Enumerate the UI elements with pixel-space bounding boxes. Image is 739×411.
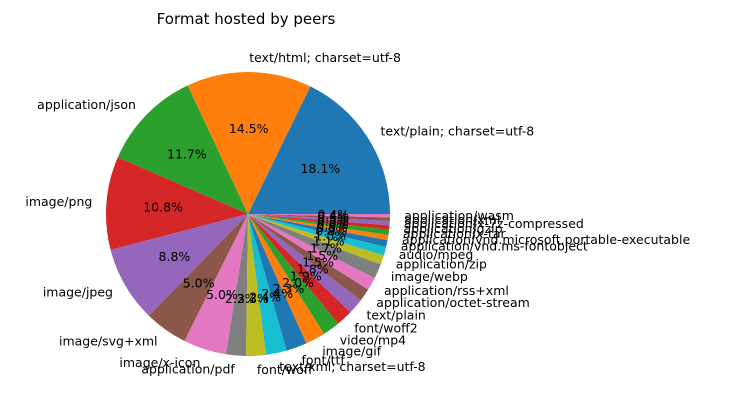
pie-slice bbox=[148, 214, 248, 341]
slice-percent-label: 0.6% bbox=[317, 217, 349, 232]
slice-percent-label: 1.1% bbox=[313, 234, 345, 249]
pie-slice bbox=[248, 214, 375, 290]
slice-label: application/xml bbox=[404, 212, 500, 227]
pie-slice bbox=[184, 214, 248, 355]
slice-percent-label: 0.5% bbox=[317, 212, 349, 227]
pie-slice bbox=[248, 214, 351, 324]
slice-label: application/octet-stream bbox=[376, 295, 530, 310]
slice-percent-label: 2.3% bbox=[237, 291, 269, 306]
slice-percent-label: 1.5% bbox=[302, 255, 334, 270]
slice-label: image/png bbox=[25, 194, 92, 209]
pie-slice bbox=[248, 214, 384, 265]
slice-label: text/plain bbox=[367, 308, 426, 323]
percent-labels: 18.1%14.5%11.7%10.8%8.8%5.0%5.0%2.3%2.3%… bbox=[143, 121, 349, 306]
slice-percent-label: 1.0% bbox=[314, 228, 346, 243]
pie-slice bbox=[225, 214, 248, 356]
slice-label: application/vnd.microsoft.portable-execu… bbox=[402, 232, 690, 247]
slice-label: text/xml; charset=utf-8 bbox=[279, 359, 425, 374]
slice-percent-label: 2.0% bbox=[282, 275, 314, 290]
slice-label: application/wasm bbox=[404, 208, 514, 223]
pie-slice bbox=[248, 214, 369, 301]
slice-label: text/html; charset=utf-8 bbox=[249, 50, 401, 65]
slice-percent-label: 2.3% bbox=[225, 291, 257, 306]
slice-percent-label: 2.4% bbox=[249, 290, 281, 305]
slice-label: audio/mpeg bbox=[399, 247, 474, 262]
slice-percent-label: 0.6% bbox=[316, 220, 348, 235]
slice-percent-label: 0.4% bbox=[317, 209, 349, 224]
pie-slice bbox=[105, 157, 249, 250]
slice-label: image/webp bbox=[391, 269, 468, 284]
slice-label: application/rss+xml bbox=[384, 283, 509, 298]
slice-label: font/woff2 bbox=[354, 321, 418, 336]
slice-label: font/woff bbox=[257, 362, 313, 377]
slice-percent-label: 0.4% bbox=[317, 207, 349, 222]
pie-slices bbox=[105, 71, 391, 357]
pie-slice bbox=[246, 214, 267, 357]
pie-slice bbox=[248, 86, 390, 214]
pie-slice bbox=[248, 214, 339, 334]
pie-slice bbox=[110, 214, 249, 316]
slice-percent-label: 0.8% bbox=[315, 224, 347, 239]
pie-slice bbox=[248, 214, 287, 355]
pie-slice bbox=[248, 214, 325, 344]
slice-label: text/plain; charset=utf-8 bbox=[381, 123, 535, 138]
pie-slice bbox=[248, 214, 388, 247]
slice-percent-label: 11.7% bbox=[167, 147, 207, 162]
pie-slice bbox=[117, 85, 249, 214]
pie-slice bbox=[248, 214, 390, 235]
pie-slice bbox=[248, 214, 390, 226]
slice-label: font/ttf bbox=[302, 353, 346, 368]
pie-slice bbox=[187, 71, 311, 214]
slice-percent-label: 1.8% bbox=[297, 262, 329, 277]
slice-label: application/vnd.ms-fontobject bbox=[401, 239, 588, 254]
pie-slice bbox=[248, 214, 387, 256]
slice-label: image/gif bbox=[322, 344, 382, 359]
slice-label: image/x-icon bbox=[119, 355, 200, 370]
slice-label: application/pdf bbox=[141, 362, 235, 377]
slice-label: video/mp4 bbox=[340, 333, 406, 348]
slice-percent-label: 2.3% bbox=[273, 281, 305, 296]
slice-label: application/x-tar bbox=[403, 226, 507, 241]
pie-slice bbox=[248, 214, 389, 241]
slice-percent-label: 0.5% bbox=[317, 214, 349, 229]
slice-percent-label: 5.0% bbox=[206, 287, 238, 302]
slice-label: image/svg+xml bbox=[59, 333, 158, 348]
slice-percent-label: 1.7% bbox=[310, 240, 342, 255]
slice-label: application/gzip bbox=[404, 221, 503, 236]
pie-slice bbox=[248, 214, 391, 218]
slice-percent-label: 5.0% bbox=[183, 275, 215, 290]
pie-slice bbox=[248, 214, 390, 230]
slice-label: application/json bbox=[37, 97, 136, 112]
chart-title: Format hosted by peers bbox=[157, 10, 336, 28]
pie-slice bbox=[248, 214, 361, 313]
slice-percent-label: 14.5% bbox=[229, 121, 269, 136]
slice-percent-label: 2.4% bbox=[261, 286, 293, 301]
slice-label: image/jpeg bbox=[43, 285, 113, 300]
slice-percent-label: 1.5% bbox=[306, 248, 338, 263]
slice-percent-label: 1.9% bbox=[290, 269, 322, 284]
slice-percent-label: 10.8% bbox=[143, 199, 183, 214]
slice-label: application/x-7z-compressed bbox=[404, 216, 584, 231]
slice-label: application/zip bbox=[396, 257, 487, 272]
pie-slice bbox=[248, 214, 307, 351]
pie-slice bbox=[248, 214, 381, 279]
pie-slice bbox=[248, 214, 390, 221]
slice-percent-label: 18.1% bbox=[300, 161, 340, 176]
slice-labels: text/plain; charset=utf-8 text/html; char… bbox=[25, 50, 690, 377]
slice-percent-label: 8.8% bbox=[159, 249, 191, 264]
